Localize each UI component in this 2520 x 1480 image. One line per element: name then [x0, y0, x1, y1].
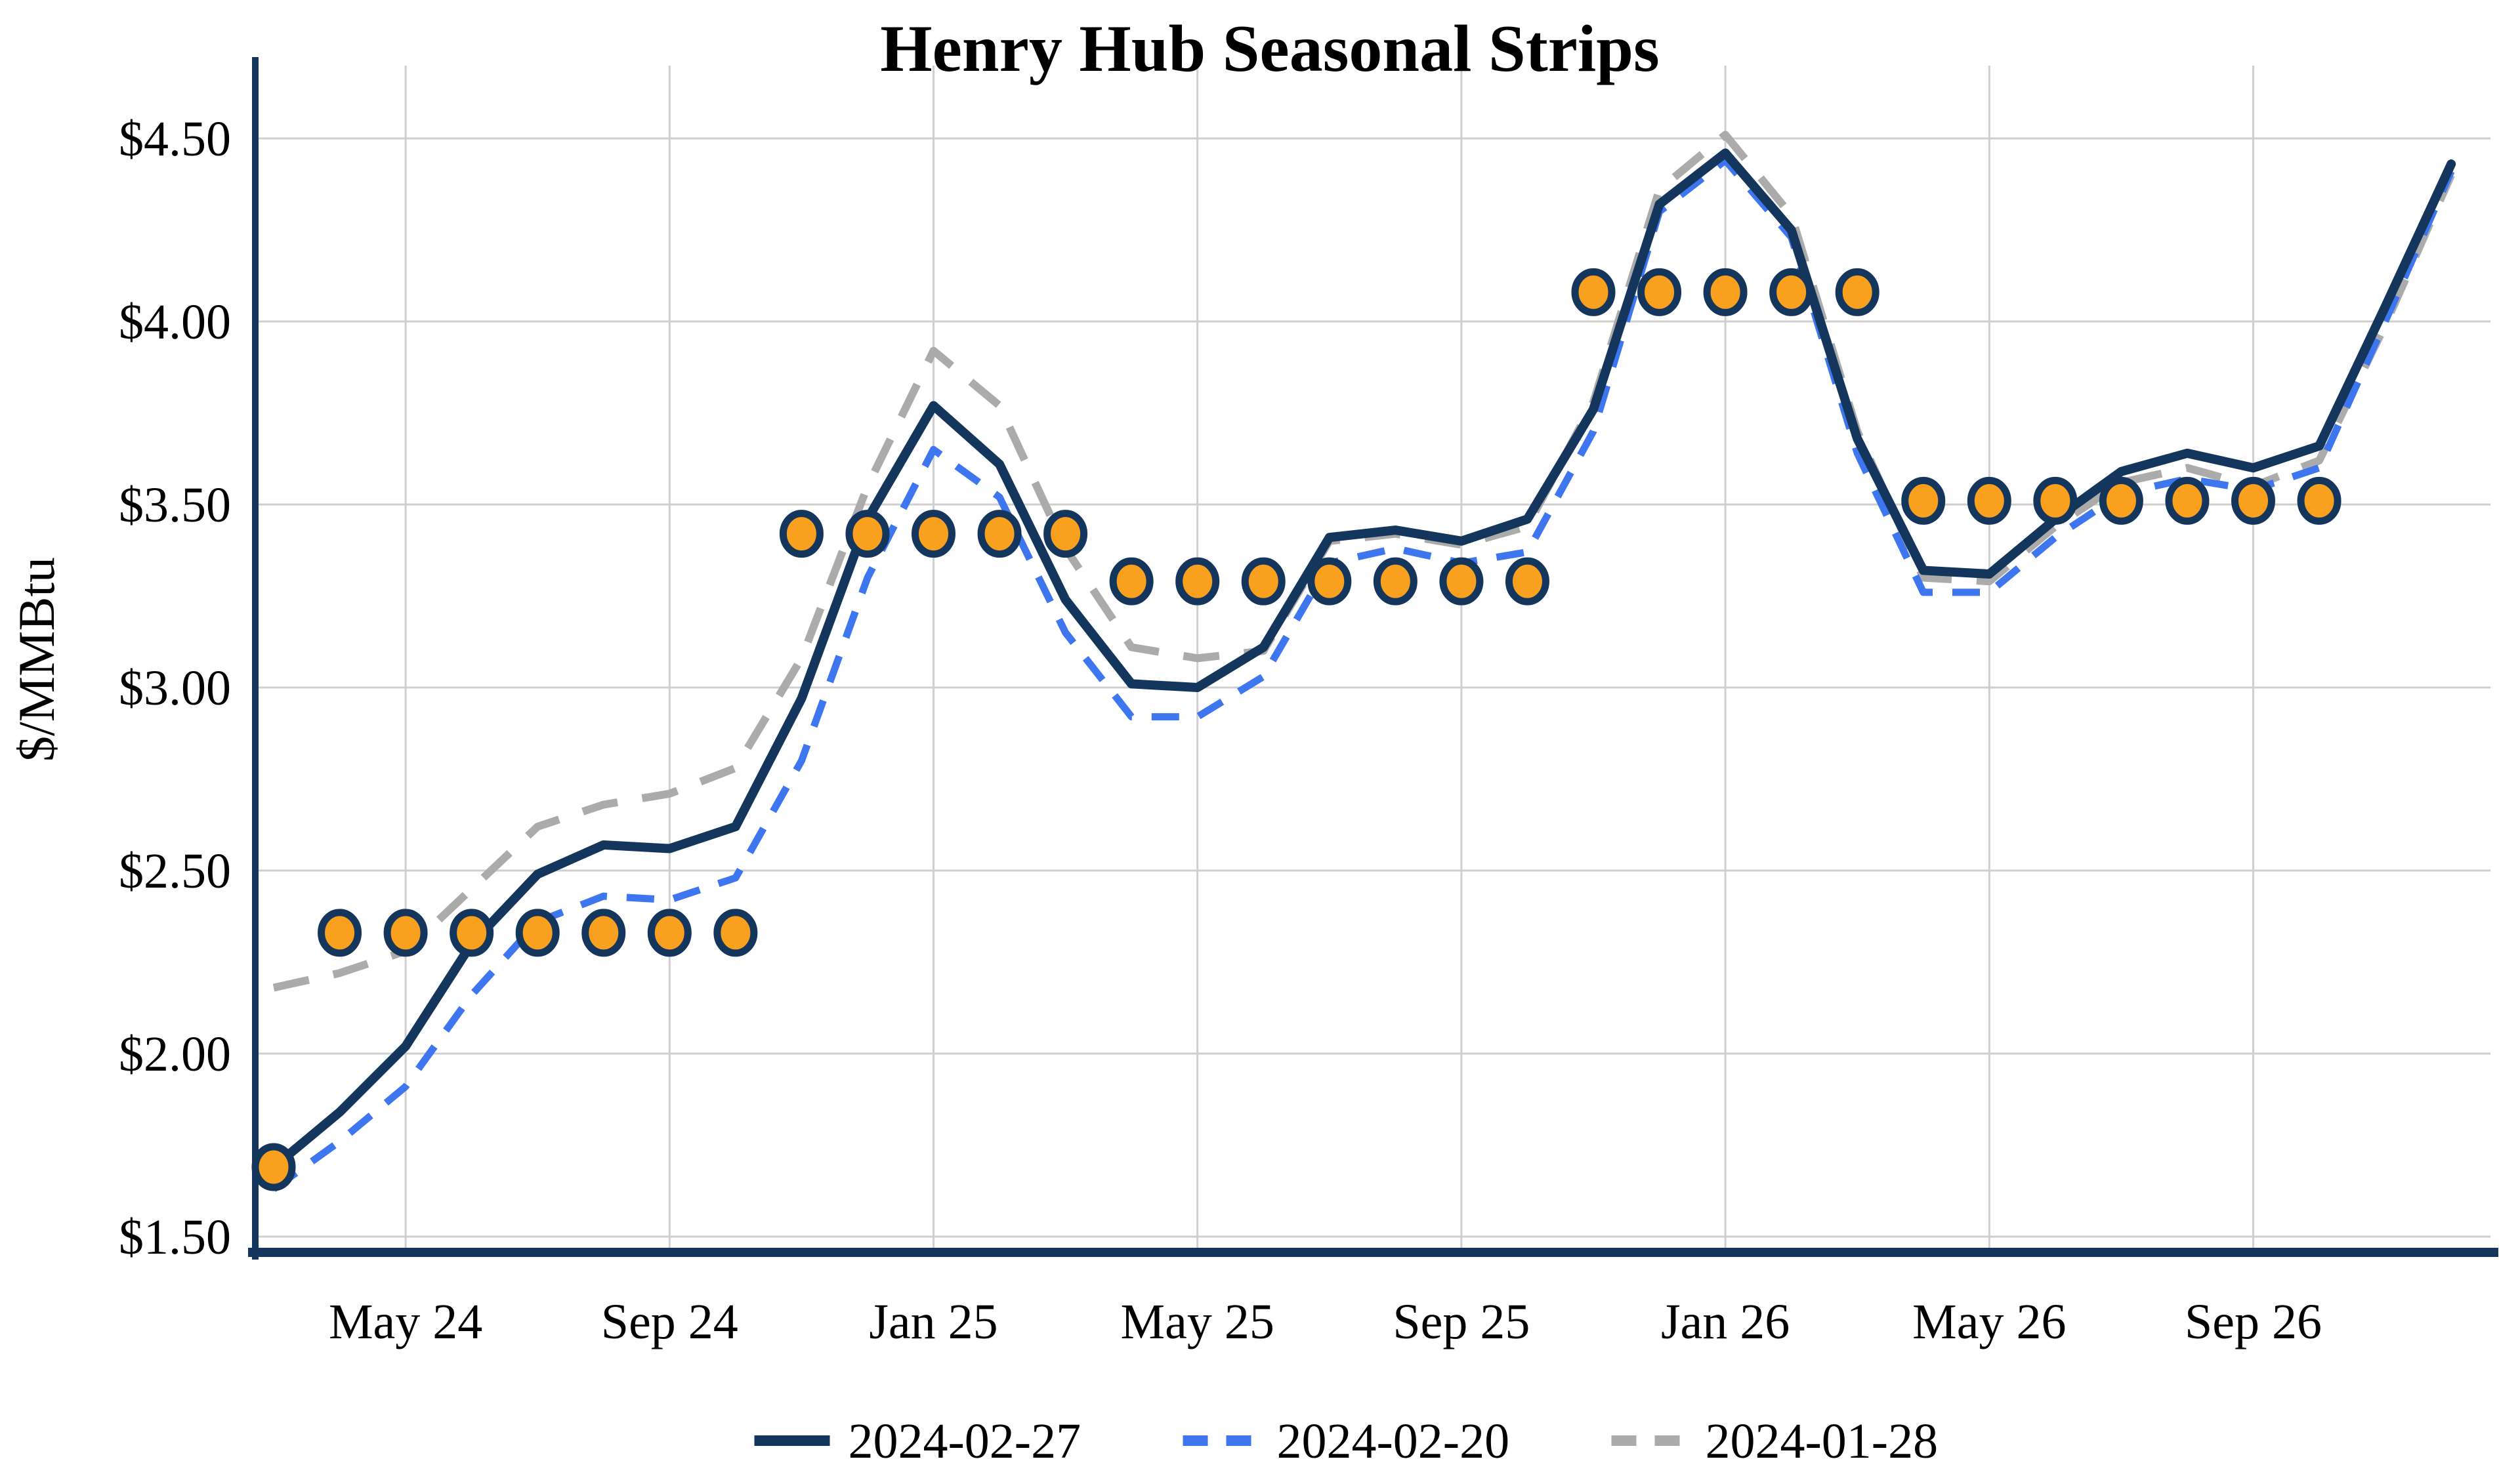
- legend-label-2024-01-28: 2024-01-28: [1706, 1414, 1939, 1469]
- axes-spines: [248, 57, 2498, 1260]
- strip-marker: [1835, 268, 1880, 316]
- strip-marker: [1901, 476, 1946, 525]
- strip-marker: [450, 909, 494, 957]
- legend: 2024-02-27 2024-02-20 2024-01-28: [754, 1414, 1939, 1469]
- legend-label-2024-02-20: 2024-02-20: [1277, 1414, 1510, 1469]
- strip-marker: [977, 510, 1022, 558]
- chart-title: Henry Hub Seasonal Strips: [880, 12, 1659, 86]
- seasonal-strip-markers: [251, 268, 2342, 1191]
- strip-marker: [713, 909, 758, 957]
- vertical-gridlines: [404, 66, 2254, 1252]
- y-tick-label: $1.50: [119, 1210, 231, 1265]
- strip-marker: [845, 510, 890, 558]
- strip-marker: [1241, 557, 1286, 606]
- strip-marker: [1109, 557, 1154, 606]
- strip-marker: [515, 909, 560, 957]
- series-line-2024-02-27: [269, 148, 2456, 1172]
- series-lines: [269, 131, 2456, 1192]
- x-tick-label: Sep 24: [601, 1294, 738, 1349]
- strip-marker: [1307, 557, 1352, 606]
- strip-marker: [581, 909, 626, 957]
- y-tick-label: $4.50: [119, 112, 231, 167]
- x-tick-labels: May 24 Sep 24 Jan 25 May 25 Sep 25 Jan 26 May …: [329, 1294, 2322, 1349]
- strip-marker: [318, 909, 362, 957]
- strip-marker: [1967, 476, 2011, 525]
- strip-marker: [2165, 476, 2210, 525]
- strip-marker: [647, 909, 692, 957]
- strip-marker: [2033, 476, 2078, 525]
- y-tick-labels: $4.50 $4.00 $3.50 $3.00 $2.50 $2.00 $1.50: [119, 112, 231, 1265]
- strip-marker: [1637, 268, 1682, 316]
- strip-marker: [1505, 557, 1549, 606]
- x-tick-label: Sep 25: [1393, 1294, 1530, 1349]
- x-tick-label: Sep 26: [2185, 1294, 2322, 1349]
- strip-marker: [1571, 268, 1616, 316]
- strip-marker: [912, 510, 956, 558]
- x-tick-label: May 24: [329, 1294, 482, 1349]
- legend-label-2024-02-27: 2024-02-27: [849, 1414, 1082, 1469]
- series-line-2024-01-28: [272, 131, 2455, 992]
- strip-marker: [2231, 476, 2275, 525]
- x-tick-label: Jan 26: [1661, 1294, 1790, 1349]
- strip-marker: [779, 510, 824, 558]
- strip-marker: [1043, 510, 1088, 558]
- y-tick-label: $3.00: [119, 661, 231, 716]
- y-axis-title: $/MMBtu: [8, 557, 65, 762]
- x-tick-label: May 25: [1121, 1294, 1274, 1349]
- strip-marker: [1439, 557, 1484, 606]
- strip-marker: [383, 909, 428, 957]
- horizontal-gridlines: [253, 137, 2490, 1238]
- y-tick-label: $2.00: [119, 1027, 231, 1082]
- strip-marker: [1373, 557, 1418, 606]
- strip-marker: [1175, 557, 1220, 606]
- strip-marker: [2099, 476, 2143, 525]
- strip-marker: [1703, 268, 1748, 316]
- series-line-2024-02-20: [271, 156, 2455, 1192]
- x-tick-label: Jan 25: [869, 1294, 998, 1349]
- x-tick-label: May 26: [1912, 1294, 2066, 1349]
- y-tick-label: $2.50: [119, 844, 231, 899]
- y-tick-label: $3.50: [119, 478, 231, 533]
- strip-marker: [1769, 268, 1814, 316]
- y-tick-label: $4.00: [119, 295, 231, 350]
- strip-marker: [251, 1143, 296, 1191]
- strip-marker: [2297, 476, 2342, 525]
